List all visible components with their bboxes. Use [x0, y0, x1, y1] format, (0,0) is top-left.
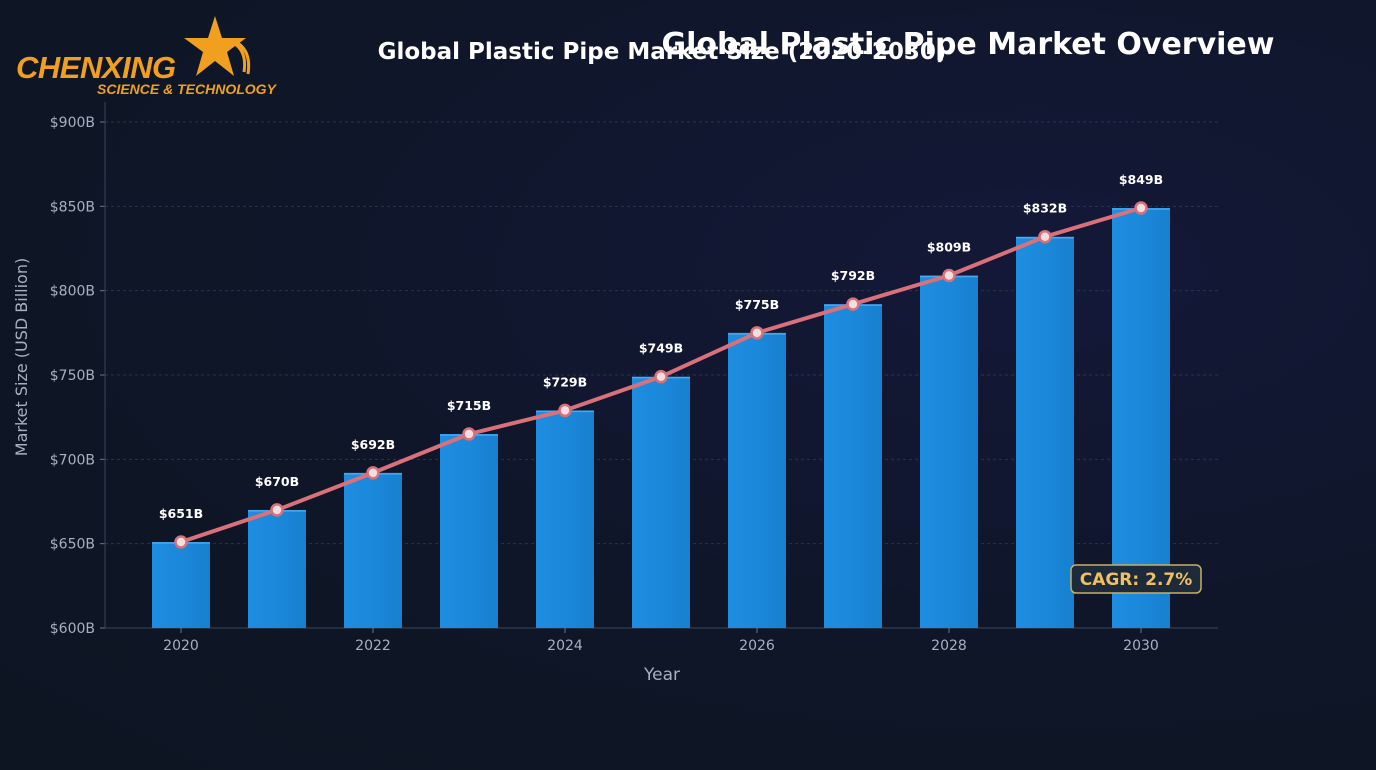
- y-tick-label: $800B: [50, 284, 95, 300]
- data-label: $809B: [927, 239, 971, 254]
- data-label: $729B: [543, 374, 587, 389]
- cagr-text: CAGR: 2.7%: [1080, 570, 1193, 590]
- trend-marker: [558, 403, 572, 418]
- chart-title: Global Plastic Pipe Market Size (2020-20…: [378, 39, 947, 65]
- y-tick-label: $650B: [50, 537, 95, 553]
- data-label: $849B: [1119, 172, 1163, 187]
- bar: [1016, 236, 1074, 628]
- x-tick-label: 2020: [163, 638, 199, 654]
- bar: [536, 410, 594, 628]
- bar: [344, 472, 402, 628]
- bar: [824, 304, 882, 628]
- x-tick-label: 2028: [931, 638, 967, 654]
- trend-marker: [270, 503, 284, 517]
- data-label: $832B: [1023, 201, 1067, 216]
- trend-marker: [942, 268, 956, 283]
- data-label: $749B: [639, 341, 683, 356]
- data-label: $792B: [831, 268, 875, 283]
- star-icon: [184, 16, 246, 76]
- trend-marker: [654, 369, 668, 384]
- y-tick-label: $850B: [50, 199, 95, 215]
- x-tick-label: 2024: [547, 638, 583, 654]
- company-logo: CHENXING SCIENCE & TECHNOLOGY: [16, 16, 278, 97]
- overview-title: Global Plastic Pipe Market Overview: [662, 27, 1275, 62]
- trend-marker: [1038, 229, 1052, 244]
- trend-marker: [366, 466, 380, 480]
- logo-tagline: SCIENCE & TECHNOLOGY: [97, 81, 278, 97]
- x-tick-label: 2026: [739, 638, 775, 654]
- bar: [632, 376, 690, 628]
- bar: [920, 275, 978, 628]
- cagr-annotation: CAGR: 2.7%: [1070, 564, 1202, 594]
- trend-marker: [462, 427, 476, 441]
- bar: [152, 541, 210, 628]
- trend-marker: [1134, 201, 1148, 215]
- bar: [440, 434, 498, 628]
- data-label: $715B: [447, 398, 491, 413]
- x-tick-label: 2030: [1123, 638, 1159, 654]
- bar: [1112, 208, 1170, 628]
- cagr-box: [1070, 564, 1202, 594]
- y-tick-label: $900B: [50, 115, 95, 131]
- data-label: $775B: [735, 297, 779, 312]
- y-tick-label: $700B: [50, 452, 95, 468]
- trend-marker: [846, 297, 860, 311]
- bar: [728, 332, 786, 628]
- logo-name: CHENXING: [16, 50, 176, 85]
- trend-marker: [750, 326, 764, 340]
- x-axis-label: Year: [643, 665, 680, 685]
- data-label: $692B: [351, 437, 395, 452]
- trend-marker: [174, 535, 188, 549]
- data-label: $670B: [255, 474, 299, 489]
- x-tick-label: 2022: [355, 638, 391, 654]
- y-axis-label: Market Size (USD Billion): [12, 258, 31, 456]
- bar: [248, 509, 306, 628]
- swoosh-icon: [225, 38, 251, 75]
- y-tick-label: $600B: [50, 621, 95, 637]
- data-label: $651B: [159, 506, 203, 521]
- y-tick-label: $750B: [50, 368, 95, 384]
